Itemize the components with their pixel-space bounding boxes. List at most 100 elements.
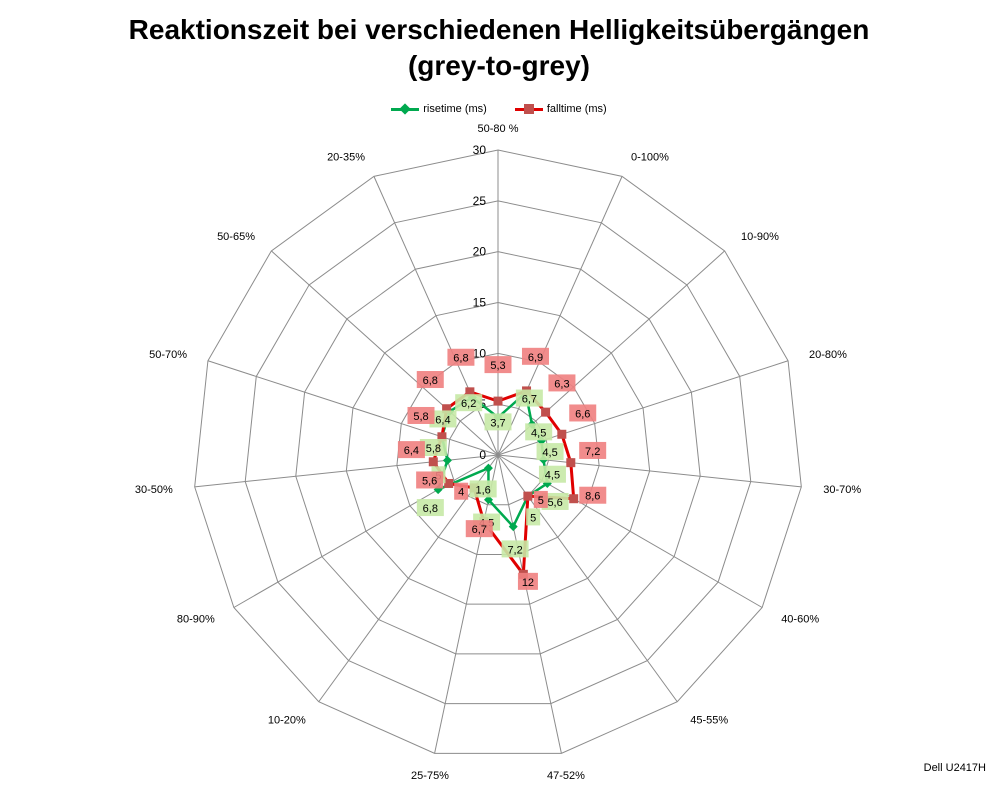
data-label-bg-risetime <box>484 413 512 431</box>
chart-title-line-2: (grey-to-grey) <box>407 50 590 81</box>
grid-spoke <box>434 454 499 754</box>
data-label-falltime: 6,7 <box>472 524 487 536</box>
category-label: 20-35% <box>327 151 365 163</box>
grid-spoke <box>497 454 802 488</box>
data-label-bg-risetime <box>526 508 541 526</box>
data-label-bg-falltime <box>454 482 469 500</box>
data-label-bg-risetime <box>429 410 457 428</box>
data-label-risetime: 4,5 <box>545 470 560 482</box>
data-label-risetime: 6,2 <box>461 398 476 410</box>
data-label-falltime: 7,2 <box>585 446 600 458</box>
category-label: 10-20% <box>268 715 306 727</box>
category-label: 50-80 % <box>478 123 519 135</box>
grid-ring <box>295 251 701 655</box>
data-point-falltime <box>566 458 576 468</box>
data-label-bg-risetime <box>525 423 553 441</box>
data-label-bg-falltime <box>579 441 607 459</box>
data-label-risetime: 5,8 <box>426 443 441 455</box>
radial-tick-label: 25 <box>473 194 487 208</box>
data-point-falltime <box>437 432 447 442</box>
data-point-risetime <box>508 522 518 532</box>
data-label-risetime: 3,7 <box>490 417 505 429</box>
data-point-falltime <box>442 404 452 414</box>
category-label: 30-70% <box>823 484 861 496</box>
data-label-bg-falltime <box>548 374 576 392</box>
data-label-bg-risetime <box>455 394 483 412</box>
footnote: Dell U2417H <box>923 762 986 774</box>
data-label-bg-falltime <box>416 471 444 489</box>
data-point-risetime <box>483 463 493 473</box>
data-label-falltime: 6,9 <box>528 352 543 364</box>
data-point-falltime <box>557 429 567 439</box>
data-label-bg-risetime <box>501 540 529 558</box>
data-label-bg-falltime <box>416 371 444 389</box>
legend: risetime (ms) falltime (ms) <box>0 101 998 117</box>
data-point-falltime <box>465 387 475 397</box>
data-label-falltime: 5,8 <box>413 411 428 423</box>
data-label-bg-falltime <box>465 520 493 538</box>
legend-label-risetime: risetime (ms) <box>423 103 487 115</box>
data-label-falltime: 4 <box>458 487 464 499</box>
data-point-risetime <box>483 495 493 505</box>
data-label-risetime: 6,7 <box>522 394 537 406</box>
data-label-bg-falltime <box>533 490 548 508</box>
grid-spoke <box>497 176 623 456</box>
data-label-bg-falltime <box>484 356 512 374</box>
data-label-bg-falltime <box>569 404 597 422</box>
grid-spoke <box>497 250 725 456</box>
grid-ring <box>345 301 651 605</box>
data-label-bg-falltime <box>447 348 475 366</box>
data-label-risetime: 5,6 <box>547 497 562 509</box>
grid-ring <box>194 149 802 754</box>
data-label-bg-risetime <box>536 443 564 461</box>
data-label-bg-falltime <box>397 441 425 459</box>
data-label-bg-risetime <box>538 465 566 483</box>
chart-title-line-1: Reaktionszeit bei verschiedenen Helligke… <box>128 14 870 45</box>
data-label-bg-risetime <box>416 499 444 517</box>
radial-tick-label: 30 <box>473 143 487 157</box>
data-label-falltime: 5,6 <box>422 475 437 487</box>
data-point-risetime <box>442 455 452 465</box>
category-label: 10-90% <box>741 231 779 243</box>
category-label: 25-75% <box>411 770 449 782</box>
radial-tick-label: 10 <box>473 346 487 360</box>
data-point-falltime <box>541 407 551 417</box>
data-label-falltime: 6,6 <box>575 408 590 420</box>
data-label-bg-falltime <box>521 347 549 365</box>
data-label-bg-falltime <box>517 572 538 590</box>
legend-label-falltime: falltime (ms) <box>546 103 607 115</box>
chart-title: Reaktionszeit bei verschiedenen Helligke… <box>0 12 998 84</box>
data-label-risetime: 6,4 <box>435 414 450 426</box>
data-point-falltime <box>428 457 438 467</box>
category-label: 80-90% <box>177 614 215 626</box>
data-label-bg-risetime <box>469 480 497 498</box>
data-label-risetime: 5 <box>530 512 536 524</box>
data-label-falltime: 8,6 <box>585 491 600 503</box>
data-label-risetime: 1,6 <box>476 484 491 496</box>
data-label-risetime: 4,5 <box>542 447 557 459</box>
data-label-risetime: 4,5 <box>531 427 546 439</box>
data-label-bg-falltime <box>579 486 607 504</box>
data-label-bg-risetime <box>541 492 569 510</box>
data-point-falltime <box>569 494 579 504</box>
category-label: 30-50% <box>135 484 173 496</box>
data-label-falltime: 6,8 <box>453 353 468 365</box>
data-label-bg-falltime <box>407 406 435 424</box>
category-label: 0-100% <box>631 151 669 163</box>
legend-item-falltime: falltime (ms) <box>514 101 607 117</box>
grid-spoke <box>497 454 562 754</box>
grid-ring <box>244 200 752 705</box>
category-label: 20-80% <box>809 349 847 361</box>
radial-tick-label: 15 <box>473 296 487 310</box>
category-label: 50-65% <box>217 231 255 243</box>
data-label-bg-risetime <box>419 438 447 456</box>
data-label-falltime: 6,4 <box>404 445 419 457</box>
data-label-falltime: 6,8 <box>423 375 438 387</box>
radial-tick-label: 20 <box>473 245 487 259</box>
legend-item-risetime: risetime (ms) <box>391 101 487 117</box>
category-label: 47-52% <box>547 770 585 782</box>
category-label: 50-70% <box>149 349 187 361</box>
data-label-risetime: 7,2 <box>507 544 522 556</box>
grid-spoke <box>207 360 499 456</box>
